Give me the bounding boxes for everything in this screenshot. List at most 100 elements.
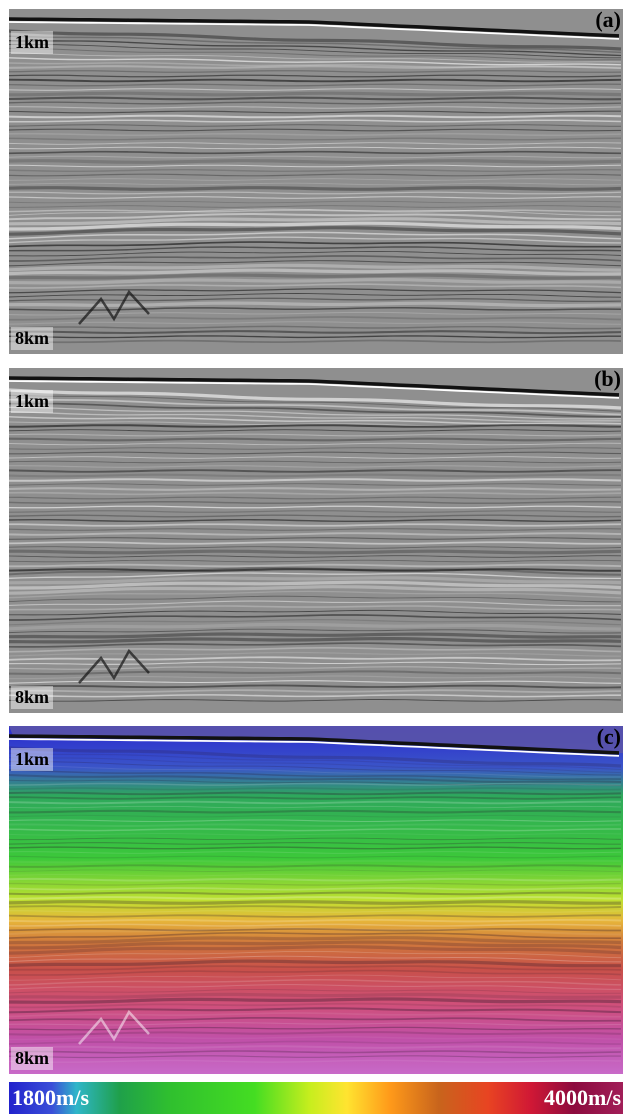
reflector <box>9 241 621 248</box>
panel-label-b: (b) <box>594 368 621 391</box>
reflector <box>9 846 622 850</box>
reflector <box>9 406 622 420</box>
reflector <box>9 528 622 531</box>
seabed-reflector-white <box>9 380 620 399</box>
reflector <box>9 398 622 416</box>
reflector <box>9 935 622 945</box>
reflector <box>9 619 622 626</box>
reflector <box>9 196 622 199</box>
reflector <box>9 563 622 568</box>
reflector <box>9 150 622 155</box>
reflector <box>9 851 622 854</box>
reflector <box>9 316 622 321</box>
reflector <box>9 576 622 585</box>
reflector <box>9 549 622 555</box>
reflector <box>9 142 622 145</box>
reflector <box>9 110 621 114</box>
seabed-reflector-white <box>9 738 620 757</box>
panel-label-a: (a) <box>595 9 621 32</box>
reflector <box>9 632 622 639</box>
reflector <box>9 288 622 294</box>
reflector <box>9 250 622 257</box>
reflector <box>9 388 622 410</box>
reflector <box>9 532 622 536</box>
reflector <box>9 106 622 109</box>
reflector <box>9 293 622 298</box>
reflector <box>9 809 622 814</box>
reflector <box>9 88 622 91</box>
reflector <box>9 52 622 63</box>
reflector <box>9 168 622 173</box>
reflector <box>9 137 622 141</box>
reflector <box>9 752 622 771</box>
reflector <box>9 213 621 221</box>
reflector <box>9 451 622 455</box>
reflector <box>9 173 622 177</box>
reflector <box>9 437 622 442</box>
reflector <box>9 208 622 217</box>
reflector <box>9 541 622 545</box>
reflector <box>9 595 622 603</box>
reflector <box>9 969 622 976</box>
reflector <box>9 191 622 195</box>
reflector <box>9 91 622 97</box>
reflector <box>9 950 622 959</box>
deep-structure <box>78 289 150 325</box>
reflector <box>9 910 622 913</box>
reflector <box>9 514 622 518</box>
reflector <box>9 78 622 83</box>
reflector <box>9 628 622 634</box>
reflector <box>9 931 621 940</box>
seismic-image-a <box>9 9 623 354</box>
reflector <box>9 900 622 905</box>
reflector <box>9 979 622 986</box>
reflector <box>9 585 622 595</box>
reflector <box>9 273 622 280</box>
reflector <box>9 614 622 621</box>
reflector <box>9 339 622 344</box>
reflector <box>9 680 622 684</box>
reflector <box>9 96 622 101</box>
reflector <box>9 483 621 486</box>
water-layer <box>9 726 623 754</box>
reflector <box>9 101 622 105</box>
reflector <box>9 642 622 648</box>
reflector <box>9 442 622 446</box>
reflector <box>9 1012 621 1018</box>
reflector <box>9 568 621 572</box>
reflector <box>9 959 621 968</box>
seismic-image-b <box>9 368 623 713</box>
reflector <box>9 1017 622 1022</box>
colorbar-min-label: 1800m/s <box>12 1085 89 1110</box>
reflector <box>9 260 622 267</box>
reflector <box>9 221 622 231</box>
reflector <box>9 523 622 527</box>
reflector <box>9 926 622 936</box>
reflector <box>9 57 622 66</box>
reflector <box>9 989 622 994</box>
reflector <box>9 819 622 823</box>
deep-structure <box>78 648 150 684</box>
reflector <box>9 205 622 208</box>
reflector <box>9 246 622 252</box>
reflector <box>9 869 622 872</box>
reflector <box>9 124 621 127</box>
reflector <box>9 478 622 482</box>
reflector <box>9 35 622 54</box>
reflector <box>9 263 622 272</box>
reflector <box>9 182 622 186</box>
reflector <box>9 473 622 478</box>
reflector <box>9 887 622 891</box>
reflector <box>9 832 622 836</box>
reflector <box>9 841 621 845</box>
reflector <box>9 1045 622 1050</box>
depth-label-bottom-b: 8km <box>11 686 54 709</box>
reflector <box>9 283 622 289</box>
seabed-reflector <box>9 17 620 38</box>
reflector <box>9 456 622 459</box>
reflector <box>9 83 622 87</box>
reflector <box>9 424 622 428</box>
reflector <box>9 186 622 191</box>
seabed-reflector <box>9 376 620 397</box>
reflector <box>9 823 622 827</box>
